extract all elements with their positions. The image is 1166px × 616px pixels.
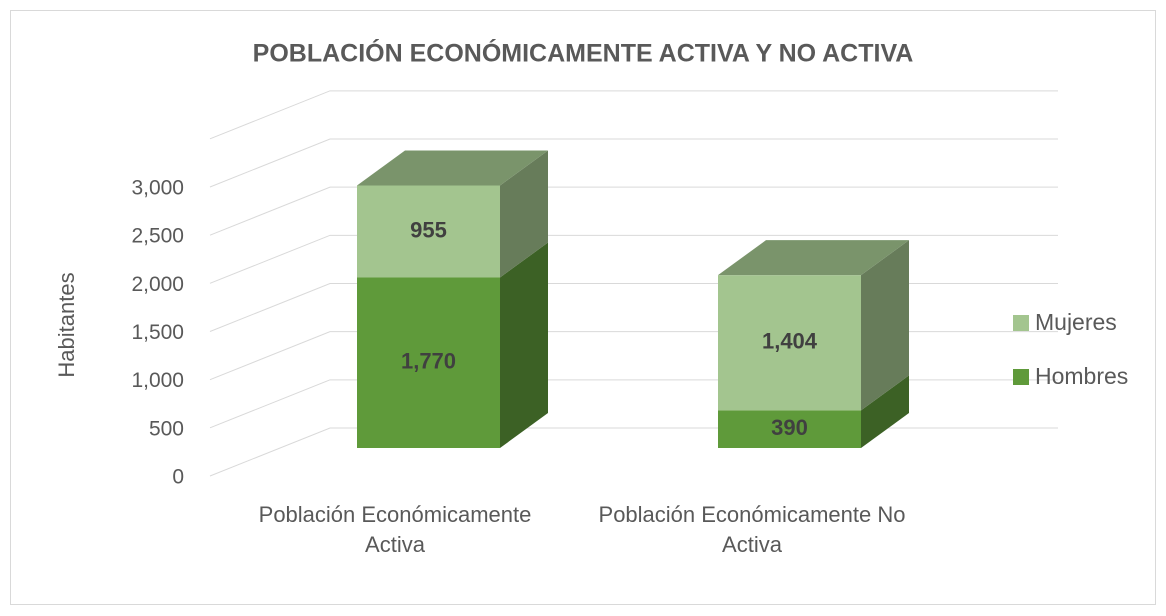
bar-side <box>500 242 548 448</box>
grid-line <box>209 234 1058 284</box>
y-tick-label: 500 <box>149 417 184 440</box>
y-tick-label: 0 <box>172 466 184 489</box>
bar-top <box>357 150 548 186</box>
y-tick-label: 3,000 <box>131 177 184 200</box>
y-tick-label: 2,000 <box>131 273 184 296</box>
y-tick-label: 1,000 <box>131 369 184 392</box>
y-axis-label: Habitantes <box>54 272 79 377</box>
chart-border <box>10 10 1156 605</box>
grid-line <box>209 138 1058 188</box>
bar-side <box>861 240 909 411</box>
bar-side <box>861 375 909 448</box>
y-tick-label: 1,500 <box>131 321 184 344</box>
data-label: 390 <box>771 415 808 440</box>
bar-front <box>718 410 861 448</box>
legend-label: Hombres <box>1035 363 1128 389</box>
legend-swatch <box>1013 315 1029 331</box>
grid-line <box>209 186 1058 236</box>
x-tick-label: Población Económicamente No Activa <box>598 502 906 557</box>
bar-front <box>718 275 861 411</box>
chart-title: POBLACIÓN ECONÓMICAMENTE ACTIVA Y NO ACT… <box>253 38 914 68</box>
wall-top <box>209 90 1058 140</box>
legend-label: Mujeres <box>1035 309 1117 335</box>
x-tick-label: Población Económicamente Activa <box>258 502 532 557</box>
data-label: 955 <box>410 217 447 242</box>
bar-front <box>357 185 500 278</box>
bar-top <box>718 240 909 276</box>
data-label: 1,404 <box>762 329 818 354</box>
y-tick-label: 2,500 <box>131 225 184 248</box>
bar-side <box>500 150 548 278</box>
legend-swatch <box>1013 369 1029 385</box>
data-label: 1,770 <box>401 349 456 374</box>
bar-front <box>357 277 500 448</box>
